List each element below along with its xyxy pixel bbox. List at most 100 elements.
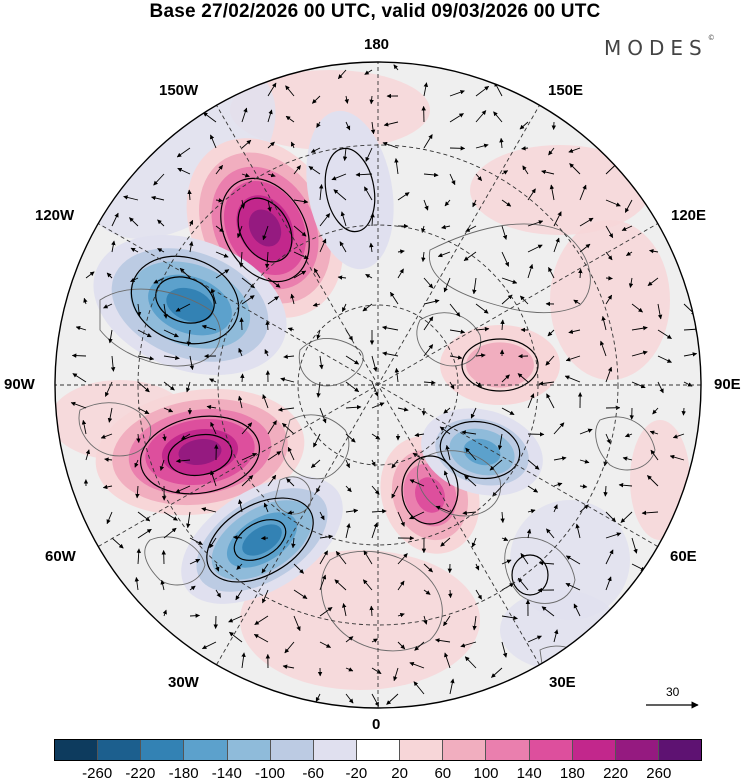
wind-arrow-icon (110, 355, 116, 372)
colorbar-tick-label: 100 (473, 765, 499, 782)
wind-arrow-icon (444, 199, 451, 207)
wind-arrow-icon (290, 141, 296, 149)
wind-arrow-icon (472, 615, 477, 631)
wind-arrow-icon (605, 511, 616, 523)
wind-arrow-icon (163, 511, 178, 521)
wind-arrow-icon (201, 324, 217, 331)
wind-arrow-icon (475, 381, 482, 387)
wind-arrow-icon (462, 510, 477, 516)
wind-arrow-icon (444, 652, 451, 669)
colorbar-tick-label: 260 (646, 765, 672, 782)
wind-arrow-icon (527, 459, 540, 470)
wind-arrow-icon (362, 303, 373, 312)
wind-arrow-icon (189, 355, 195, 371)
wind-arrow-icon (579, 243, 591, 253)
wind-arrow-icon (397, 192, 410, 201)
wind-arrow-icon (339, 241, 347, 253)
wind-arrow-icon (160, 579, 165, 591)
wind-arrow-icon (527, 393, 535, 409)
wind-arrow-icon (370, 212, 375, 227)
wind-arrow-icon (232, 535, 243, 540)
wind-arrow-icon (262, 225, 269, 241)
colorbar-swatch (400, 740, 444, 760)
wind-arrow-icon (293, 563, 304, 574)
wind-arrow-icon (641, 510, 659, 516)
wind-arrow-icon (546, 528, 555, 539)
wind-arrow-icon (497, 433, 503, 450)
lon-label-150e: 150E (548, 82, 584, 99)
wind-arrow-icon (501, 374, 510, 383)
wind-arrow-icon (579, 484, 588, 489)
wind-arrow-icon (313, 433, 321, 448)
wind-arrow-icon (393, 667, 399, 682)
wind-arrow-icon (310, 147, 321, 153)
wind-arrow-icon (71, 353, 87, 358)
wind-arrow-icon (319, 407, 327, 424)
wind-arrow-icon (136, 433, 141, 443)
wind-arrow-icon (397, 641, 406, 650)
lon-label-60w: 60W (45, 548, 76, 565)
wind-arrow-icon (137, 511, 151, 522)
wind-arrow-icon (522, 165, 529, 175)
wind-arrow-icon (189, 613, 201, 618)
wind-arrow-icon (526, 528, 532, 539)
wind-arrow-icon (103, 303, 113, 309)
wind-arrow-icon (345, 459, 350, 469)
wind-arrow-icon (267, 141, 275, 149)
wind-arrow-icon (437, 251, 451, 258)
wind-arrow-icon (319, 238, 327, 253)
wind-arrow-icon (282, 422, 295, 435)
wind-arrow-icon (493, 111, 503, 123)
wind-arrow-icon (215, 164, 223, 175)
wind-arrow-icon (369, 605, 374, 617)
lon-label-180: 180 (364, 36, 390, 53)
wind-arrow-icon (605, 294, 613, 305)
wind-arrow-icon (363, 550, 373, 565)
wind-arrow-icon (85, 449, 91, 461)
wind-arrow-icon (333, 189, 347, 201)
wind-arrow-icon (465, 447, 477, 461)
wind-arrow-icon (371, 485, 380, 495)
wind-arrow-icon (568, 147, 581, 153)
wind-arrow-icon (280, 377, 295, 383)
wind-arrow-icon (501, 641, 508, 658)
wind-arrow-icon (75, 325, 87, 331)
wind-arrow-icon (601, 315, 607, 331)
wind-arrow-icon (108, 329, 113, 344)
wind-arrow-icon (471, 537, 477, 548)
wind-arrow-icon (342, 603, 347, 617)
wind-arrow-icon (449, 90, 465, 97)
wind-arrow-icon (345, 667, 354, 672)
wind-arrow-icon (137, 407, 150, 415)
reference-vector-label: 30 (666, 685, 680, 699)
wind-arrow-icon (657, 355, 672, 363)
wind-arrow-icon (371, 667, 382, 674)
wind-arrow-icon (394, 158, 399, 175)
colorbar-tick-label: -180 (168, 765, 199, 782)
colorbar-tick-label: -60 (302, 765, 325, 782)
wind-arrow-icon (267, 82, 277, 97)
wind-arrow-icon (527, 263, 534, 279)
wind-arrow-icon (241, 475, 254, 487)
wind-arrow-icon (345, 485, 352, 493)
wind-arrow-icon (605, 532, 622, 539)
wind-arrow-icon (253, 634, 269, 643)
wind-arrow-icon (501, 277, 518, 284)
wind-arrow-icon (499, 137, 504, 149)
wind-arrow-icon (521, 146, 529, 151)
wind-arrow-icon (681, 407, 686, 416)
wind-arrow-icon (345, 636, 354, 643)
wind-arrow-icon (240, 373, 245, 383)
wind-arrow-icon (316, 121, 321, 128)
wind-arrow-icon (527, 635, 542, 643)
reference-vector: 30 (640, 685, 704, 715)
wind-arrow-icon (538, 560, 555, 566)
wind-arrow-icon (345, 404, 362, 410)
wind-arrow-icon (319, 574, 327, 591)
wind-arrow-icon (209, 134, 217, 149)
wind-arrow-icon (369, 242, 374, 253)
wind-arrow-icon (157, 248, 165, 253)
colorbar-swatch (98, 740, 142, 760)
wind-arrow-icon (215, 198, 224, 203)
wind-arrow-icon (130, 277, 139, 283)
